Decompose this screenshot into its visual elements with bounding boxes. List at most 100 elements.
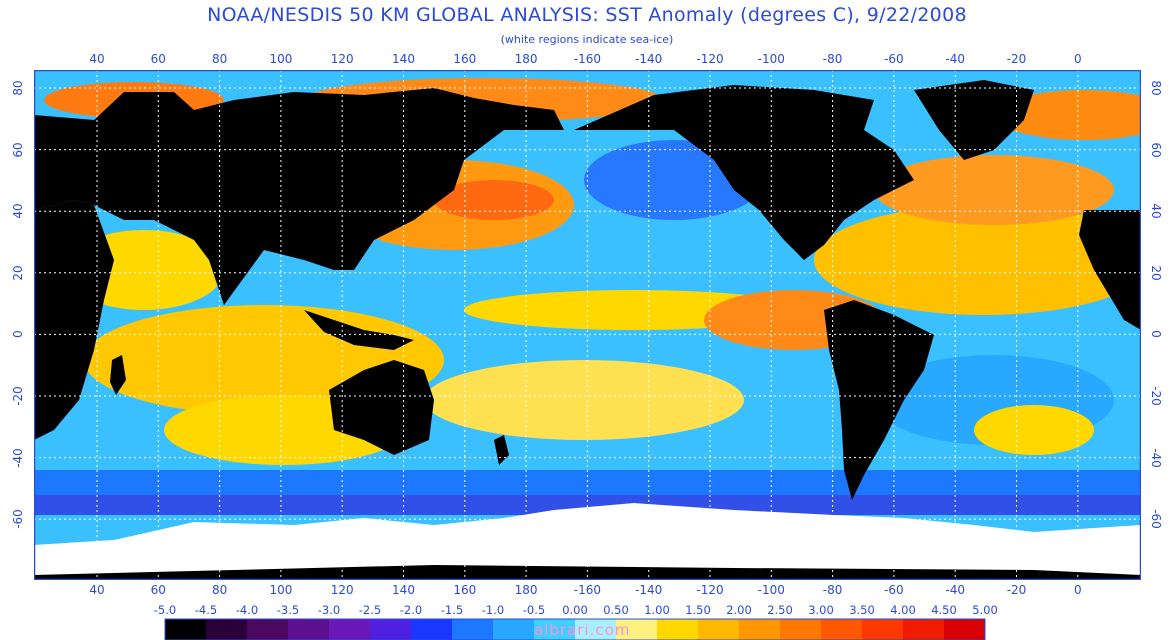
south-america-landmass	[824, 300, 934, 500]
longitude-label-bottom: -40	[945, 583, 965, 597]
latitude-label-right: 80	[1149, 80, 1163, 96]
australia-landmass	[329, 360, 434, 455]
longitude-label-top: 100	[269, 52, 293, 66]
longitude-label-top: 80	[211, 52, 228, 66]
latitude-label-right: -20	[1149, 386, 1163, 406]
longitude-label-top: 160	[453, 52, 477, 66]
north-america-landmass	[574, 85, 914, 260]
eurasia-landmass	[34, 88, 564, 305]
longitude-label-bottom: 120	[330, 583, 354, 597]
latitude-label-right: 0	[1149, 330, 1163, 339]
colorbar-swatch	[452, 619, 494, 640]
longitude-label-top: -160	[573, 52, 602, 66]
map-border	[34, 70, 1141, 580]
colorbar-swatch	[821, 619, 863, 640]
longitude-label-top: -100	[757, 52, 785, 66]
colorbar-value-label: -1.0	[481, 603, 505, 617]
colorbar-value-label: 0.50	[603, 603, 629, 617]
longitude-label-bottom: 160	[453, 583, 477, 597]
longitude-label-bottom: 180	[514, 583, 538, 597]
longitude-label-top: -40	[945, 52, 965, 66]
colorbar-swatch	[165, 619, 207, 640]
colorbar-swatch	[493, 619, 535, 640]
colorbar-value-label: 4.00	[890, 603, 916, 617]
latitude-label-right: 20	[1149, 265, 1163, 281]
latitude-label-right: -40	[1149, 447, 1163, 468]
colorbar-swatch	[288, 619, 330, 640]
longitude-label-top: 60	[150, 52, 166, 66]
greenland-landmass	[914, 80, 1034, 160]
longitude-label-top: 120	[330, 52, 354, 66]
africa-landmass	[34, 200, 114, 440]
colorbar-value-label: -1.5	[440, 603, 464, 617]
colorbar-value-label: 0.00	[562, 603, 588, 617]
latitude-label-left: -20	[11, 386, 25, 406]
colorbar-swatch	[370, 619, 412, 640]
colorbar-value-label: -3.5	[276, 603, 300, 617]
colorbar-value-label: 3.50	[849, 603, 875, 617]
longitude-label-bottom: -140	[635, 583, 663, 597]
longitude-label-bottom: 40	[89, 583, 105, 597]
colorbar-value-label: -2.0	[399, 603, 423, 617]
longitude-label-bottom: -160	[573, 583, 602, 597]
latitude-label-right: -60	[1149, 509, 1163, 529]
continents	[34, 80, 1141, 580]
latitude-label-left: -40	[11, 447, 25, 468]
colorbar-value-label: 2.50	[767, 603, 793, 617]
africa-west-landmass	[1079, 210, 1141, 330]
colorbar-value-label: -4.5	[194, 603, 218, 617]
longitude-label-bottom: -120	[696, 583, 724, 597]
longitude-label-bottom: -60	[884, 583, 904, 597]
sst-anomaly-map	[34, 70, 1141, 580]
colorbar-swatch	[739, 619, 781, 640]
antarctica-landmass	[34, 565, 1141, 580]
colorbar-swatch	[247, 619, 289, 640]
anomaly-patches	[34, 78, 1141, 515]
colorbar-swatch	[206, 619, 248, 640]
longitude-label-top: 140	[392, 52, 415, 66]
longitude-label-bottom: 100	[269, 583, 293, 597]
graticule	[34, 70, 1141, 580]
colorbar-value-label: 2.00	[726, 603, 752, 617]
colorbar-value-label: 1.50	[685, 603, 711, 617]
colorbar-value-label: -3.0	[317, 603, 341, 617]
latitude-label-left: -60	[11, 509, 25, 529]
colorbar-value-label: -0.5	[522, 603, 546, 617]
longitude-label-top: -20	[1006, 52, 1027, 66]
colorbar-value-label: 1.00	[644, 603, 670, 617]
latitude-label-left: 80	[11, 80, 25, 96]
colorbar-swatch	[903, 619, 945, 640]
longitude-label-top: 180	[514, 52, 538, 66]
longitude-label-bottom: 140	[392, 583, 415, 597]
longitude-label-top: -140	[635, 52, 663, 66]
colorbar-swatch	[780, 619, 822, 640]
longitude-label-bottom: -100	[757, 583, 785, 597]
longitude-label-bottom: 60	[150, 583, 166, 597]
longitude-label-top: 40	[89, 52, 105, 66]
colorbar-swatch	[657, 619, 699, 640]
colorbar-value-label: 4.50	[931, 603, 957, 617]
longitude-label-top: -120	[696, 52, 724, 66]
colorbar-value-label: -2.5	[358, 603, 382, 617]
indonesia-landmass	[304, 310, 414, 350]
latitude-label-right: 60	[1149, 141, 1163, 158]
colorbar-value-label: -4.0	[235, 603, 259, 617]
latitude-label-left: 20	[11, 265, 25, 281]
longitude-label-top: 0	[1073, 52, 1082, 66]
colorbar-value-label: 5.00	[972, 603, 998, 617]
colorbar-swatch	[698, 619, 740, 640]
latitude-label-left: 60	[11, 141, 25, 158]
longitude-label-bottom: -80	[822, 583, 843, 597]
longitude-label-bottom: -20	[1006, 583, 1027, 597]
longitude-label-bottom: 0	[1073, 583, 1082, 597]
colorbar-value-label: -5.0	[153, 603, 177, 617]
colorbar-swatch	[329, 619, 371, 640]
latitude-label-right: 40	[1149, 203, 1163, 219]
latitude-label-left: 40	[11, 203, 25, 219]
colorbar-swatch	[944, 619, 986, 640]
longitude-label-bottom: 80	[211, 583, 228, 597]
madagascar-landmass	[110, 355, 126, 395]
longitude-label-top: -80	[822, 52, 843, 66]
colorbar-swatch	[411, 619, 453, 640]
longitude-label-top: -60	[884, 52, 904, 66]
